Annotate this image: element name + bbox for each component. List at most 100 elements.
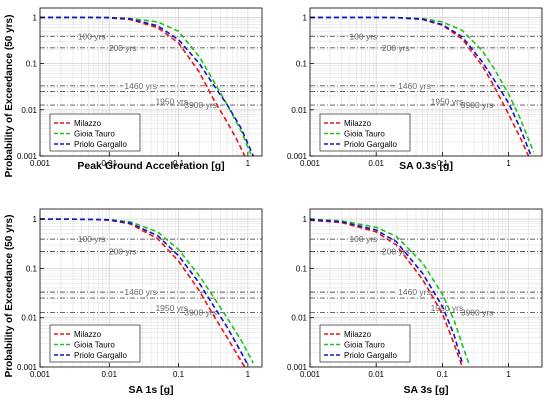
return-period-label: 100 yrs	[349, 31, 377, 41]
x-axis-label: SA 0.3s [g]	[399, 160, 453, 172]
series-line-milazzo	[310, 219, 464, 367]
y-tick-label: 0.01	[21, 106, 37, 115]
series-line-priolo-gargallo	[310, 16, 532, 156]
x-tick-label: 0.1	[437, 159, 449, 168]
legend-label: Milazzo	[74, 330, 102, 339]
y-axis-label-bottom: Probability of Exceedance (50 yrs)	[4, 215, 15, 378]
y-tick-label: 0.1	[296, 60, 308, 69]
x-tick-label: 0.01	[368, 370, 384, 379]
x-axis-label: SA 3s [g]	[403, 384, 448, 396]
y-tick-label: 1	[33, 13, 38, 22]
return-period-label: 200 yrs	[382, 43, 410, 53]
y-tick-label: 0.001	[17, 363, 38, 372]
y-tick-label: 0.001	[17, 152, 38, 161]
x-tick-label: 0.1	[173, 370, 185, 379]
x-tick-label: 0.001	[300, 159, 321, 168]
return-period-label: 1950 yrs	[155, 96, 188, 106]
x-axis-label: SA 1s [g]	[128, 384, 173, 396]
legend-box	[319, 113, 411, 152]
grid	[310, 8, 542, 156]
series-line-priolo-gargallo	[310, 218, 464, 364]
x-axis-label: Peak Ground Acceleration [g]	[77, 160, 224, 172]
series-line-priolo-gargallo	[40, 16, 255, 156]
y-axis-label-top: Probability of Exceedance (50 yrs)	[4, 15, 15, 178]
y-tick-label: 0.001	[287, 363, 308, 372]
annotation-bg	[123, 80, 157, 91]
x-tick-label: 0.01	[101, 159, 117, 168]
legend-label: Gioia Tauro	[74, 130, 115, 139]
y-tick-label: 1	[303, 215, 308, 224]
plot-frame	[309, 7, 543, 157]
return-period-label: 1460 yrs	[124, 287, 157, 297]
legend-label: Priolo Gargallo	[74, 140, 127, 149]
legend-label: Milazzo	[344, 330, 372, 339]
annotation-bg	[397, 287, 431, 298]
y-tick-label: 1	[33, 215, 38, 224]
return-period-label: 3900 yrs	[461, 100, 494, 110]
y-tick-label: 1	[303, 13, 308, 22]
return-period-label: 3900 yrs	[461, 308, 494, 318]
series-line-gioia-tauro	[40, 218, 255, 364]
annotation-bg	[429, 96, 463, 107]
legend-label: Priolo Gargallo	[344, 351, 397, 360]
y-tick-label: 0.001	[287, 152, 308, 161]
plot-frame	[309, 208, 543, 368]
x-tick-label: 1	[246, 370, 251, 379]
plot-frame	[39, 7, 263, 157]
x-tick-label: 0.001	[30, 370, 51, 379]
x-tick-label: 0.1	[173, 159, 185, 168]
return-period-label: 1950 yrs	[431, 96, 464, 106]
return-period-label: 1950 yrs	[155, 303, 188, 313]
x-tick-label: 1	[506, 370, 511, 379]
x-tick-label: 0.001	[30, 159, 51, 168]
return-period-label: 200 yrs	[382, 246, 410, 256]
series-line-milazzo	[40, 16, 246, 156]
series-line-gioia-tauro	[310, 16, 535, 153]
return-period-label: 100 yrs	[78, 234, 106, 244]
return-period-label: 100 yrs	[78, 31, 106, 41]
y-tick-label: 0.01	[291, 314, 307, 323]
return-period-label: 3900 yrs	[184, 308, 217, 318]
annotation-bg	[154, 303, 188, 314]
legend-box	[49, 324, 141, 363]
annotation-bg	[397, 80, 431, 91]
return-period-label: 3900 yrs	[184, 100, 217, 110]
return-period-label: 200 yrs	[109, 43, 137, 53]
y-tick-label: 0.1	[26, 60, 38, 69]
return-period-label: 200 yrs	[109, 246, 137, 256]
y-tick-label: 0.01	[291, 106, 307, 115]
y-tick-label: 0.1	[26, 264, 38, 273]
y-tick-label: 0.01	[21, 314, 37, 323]
x-tick-label: 1	[246, 159, 251, 168]
y-tick-label: 0.1	[296, 264, 308, 273]
legend-label: Gioia Tauro	[344, 130, 385, 139]
legend-label: Gioia Tauro	[74, 341, 115, 350]
legend-label: Priolo Gargallo	[344, 140, 397, 149]
legend-label: Milazzo	[344, 119, 372, 128]
x-tick-label: 0.01	[101, 370, 117, 379]
x-tick-label: 0.1	[437, 370, 449, 379]
return-period-label: 100 yrs	[349, 234, 377, 244]
x-tick-label: 0.01	[368, 159, 384, 168]
series-line-gioia-tauro	[310, 218, 470, 364]
series-line-gioia-tauro	[40, 16, 252, 155]
return-period-label: 1460 yrs	[398, 81, 431, 91]
legend-label: Milazzo	[74, 119, 102, 128]
legend-box	[319, 324, 411, 363]
legend-label: Gioia Tauro	[344, 341, 385, 350]
return-period-label: 1950 yrs	[431, 303, 464, 313]
legend-label: Priolo Gargallo	[74, 351, 127, 360]
return-period-label: 1460 yrs	[398, 287, 431, 297]
return-period-label: 1460 yrs	[124, 81, 157, 91]
plot-frame	[39, 208, 263, 368]
